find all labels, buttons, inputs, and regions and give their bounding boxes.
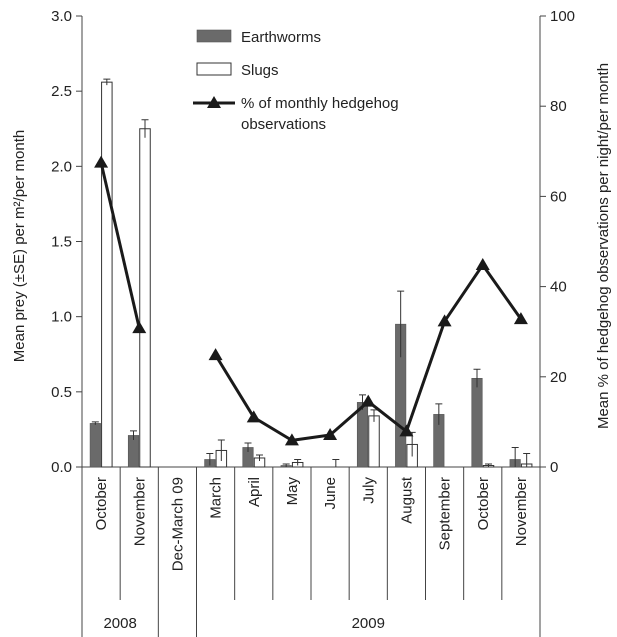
slug-error-bar [217, 439, 225, 461]
slug-error-bar [523, 452, 531, 467]
year-label: 2008 [103, 615, 136, 632]
category-label: July [360, 477, 377, 504]
earthworm-bar [356, 402, 369, 468]
y-left-tick-label: 0.0 [51, 459, 72, 476]
hedgehog-marker [361, 394, 376, 407]
earthworm-bar [471, 378, 483, 468]
legend-marker-hedgehog [207, 96, 221, 108]
y-left-tick-label: 2.5 [51, 83, 72, 100]
y-right-tick-label: 40 [550, 279, 567, 296]
earthworm-error-bar [473, 368, 481, 388]
slug-error-bar [103, 78, 111, 86]
legend: Earthworms Slugs % of monthly hedgehog o… [193, 29, 399, 133]
line-series [94, 155, 528, 446]
axes: 0.0 0.5 1.0 1.5 2.0 2.5 3.0 0 20 40 60 80 100 [51, 8, 575, 637]
category-label: March [208, 477, 225, 519]
y-left-tick-label: 2.0 [51, 158, 72, 175]
hedgehog-marker [208, 348, 223, 361]
category-label: May [284, 477, 301, 506]
hedgehog-marker [475, 257, 490, 270]
earthworm-error-bar [206, 452, 214, 466]
earthworm-error-bar [282, 463, 290, 467]
slug-error-bar [370, 409, 378, 422]
slug-bar [368, 415, 380, 468]
slug-bar [139, 128, 151, 468]
earthworm-error-bar [511, 446, 519, 467]
hedgehog-marker [246, 410, 261, 423]
earthworm-error-bar [244, 442, 252, 452]
legend-swatch-slugs [196, 62, 232, 76]
earthworm-error-bar [130, 430, 137, 440]
y-right-tick-label: 20 [550, 369, 567, 386]
hedgehog-marker [132, 321, 147, 334]
y-left-tick-label: 1.0 [51, 309, 72, 326]
y-left-tick-label: 1.5 [51, 234, 72, 251]
y-right-tick-label: 60 [550, 188, 567, 205]
earthworm-bar [127, 435, 140, 468]
hedgehog-line [99, 162, 141, 329]
earthworm-error-bar [435, 403, 443, 425]
category-label: September [437, 477, 454, 550]
y-right-tick-label: 80 [550, 98, 567, 115]
earthworm-error-bar [397, 290, 405, 358]
legend-swatch-earthworms [196, 29, 232, 43]
y-left-tick-label: 0.5 [51, 384, 72, 401]
slug-error-bar [485, 463, 492, 467]
legend-label-earthworms: Earthworms [241, 29, 321, 46]
legend-label-hedgehog-line1: % of monthly hedgehog [241, 95, 399, 112]
hedgehog-marker [399, 424, 414, 437]
slug-error-bar [256, 454, 263, 461]
slug-error-bar [141, 119, 149, 138]
category-label: June [322, 477, 339, 510]
earthworm-bar [89, 423, 101, 468]
category-labels: October November Dec-March 09 March April May… [93, 476, 530, 632]
category-label: November [131, 477, 148, 546]
y-left-tick-label: 3.0 [51, 8, 72, 25]
year-label: 2009 [352, 615, 385, 632]
category-label: November [513, 477, 530, 546]
legend-label-slugs: Slugs [241, 62, 279, 79]
hedgehog-marker [437, 314, 452, 327]
category-label: October [475, 477, 492, 530]
earthworm-error-bar [91, 421, 99, 425]
y-axis-right-title: Mean % of hedgehog observations per nigh… [595, 63, 612, 429]
slug-error-bar [332, 458, 340, 467]
y-right-tick-label: 100 [550, 8, 575, 25]
y-axis-left-title: Mean prey (±SE) per m²/per month [11, 130, 28, 362]
legend-label-hedgehog-line2: observations [241, 116, 326, 133]
slug-error-bar [294, 458, 302, 466]
hedgehog-marker [323, 427, 338, 440]
category-label: April [246, 477, 263, 507]
hedgehog-marker [94, 155, 109, 168]
hedgehog-marker [284, 433, 299, 446]
category-label: October [93, 477, 110, 530]
category-label: Dec-March 09 [169, 477, 186, 571]
y-right-tick-label: 0 [550, 459, 558, 476]
hedgehog-marker [513, 312, 528, 325]
slug-bar [101, 81, 113, 468]
category-label: August [398, 476, 415, 524]
bars [89, 78, 533, 468]
